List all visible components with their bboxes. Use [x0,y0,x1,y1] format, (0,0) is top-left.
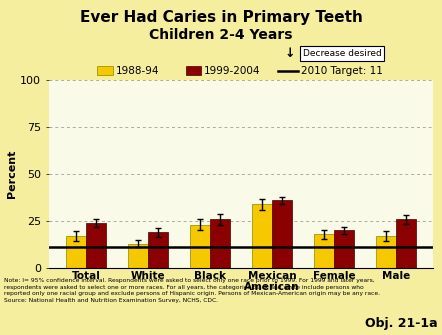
Bar [190,225,210,268]
Text: Ever Had Caries in Primary Teeth: Ever Had Caries in Primary Teeth [80,10,362,25]
Y-axis label: Percent: Percent [7,150,17,198]
Bar [334,230,354,268]
Bar [376,236,396,268]
Bar [66,236,86,268]
Bar [148,232,168,268]
Bar [86,223,106,268]
Bar [252,204,272,268]
Text: 1999-2004: 1999-2004 [204,66,261,76]
Text: 2010 Target: 11: 2010 Target: 11 [301,66,383,76]
Text: 1988-94: 1988-94 [116,66,159,76]
Text: Obj. 21-1a: Obj. 21-1a [365,317,438,330]
Bar [128,244,148,268]
Bar [396,219,415,268]
Bar [314,234,334,268]
Bar [210,219,230,268]
Bar [272,200,292,268]
Text: Children 2-4 Years: Children 2-4 Years [149,28,293,42]
Text: Decrease desired: Decrease desired [303,49,381,58]
Text: ↓: ↓ [284,47,295,60]
Text: Note: I= 95% confidence interval. Respondents were asked to select only one race: Note: I= 95% confidence interval. Respon… [4,278,381,303]
